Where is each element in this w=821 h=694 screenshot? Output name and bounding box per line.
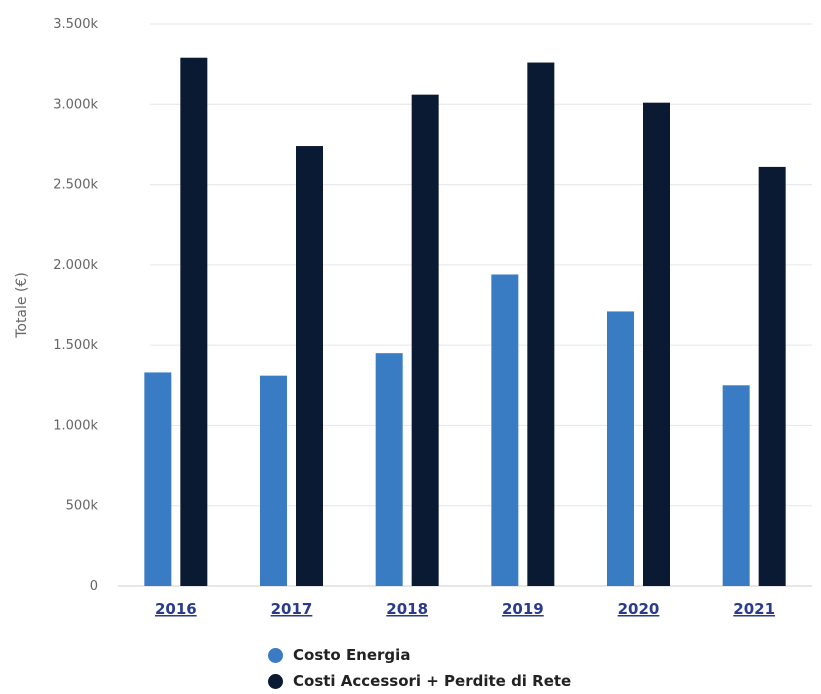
bar-costo-energia-2020[interactable]: [607, 311, 634, 586]
y-tick-label: 0: [90, 579, 98, 594]
y-tick-label: 1.000k: [53, 418, 98, 433]
y-tick-label: 3.000k: [53, 97, 98, 112]
x-tick-label-2019[interactable]: 2019: [502, 600, 544, 618]
bar-costi-accessori-2021[interactable]: [758, 166, 786, 586]
x-tick-label-2018[interactable]: 2018: [386, 600, 428, 618]
x-tick-label-2021[interactable]: 2021: [733, 600, 775, 618]
legend-marker-icon: [268, 647, 283, 663]
y-tick-label: 2.000k: [53, 258, 98, 273]
legend-item-costi-accessori[interactable]: Costi Accessori + Perdite di Rete: [268, 668, 571, 694]
bar-chart: 0 500k 1.000k 1.500k 2.000k 2.500k 3.000k 3.500…: [14, 17, 812, 618]
y-tick-label: 500k: [66, 499, 99, 514]
y-tick-label: 1.500k: [53, 338, 98, 353]
bar-costo-energia-2018[interactable]: [375, 353, 403, 586]
y-axis-title: Totale (€): [14, 272, 30, 339]
bar-costi-accessori-2019[interactable]: [527, 62, 555, 586]
bar-costi-accessori-2018[interactable]: [411, 94, 439, 586]
x-tick-label-2017[interactable]: 2017: [271, 600, 313, 618]
legend: Costo Energia Costi Accessori + Perdite …: [268, 642, 571, 694]
x-tick-label-2016[interactable]: 2016: [155, 600, 197, 618]
bar-costi-accessori-2016[interactable]: [180, 57, 208, 587]
bar-costo-energia-2016[interactable]: [144, 372, 172, 586]
legend-label: Costi Accessori + Perdite di Rete: [293, 672, 572, 690]
bar-costo-energia-2021[interactable]: [722, 385, 750, 586]
bar-costo-energia-2019[interactable]: [491, 274, 519, 586]
x-tick-label-2020[interactable]: 2020: [618, 600, 660, 618]
legend-marker-icon: [268, 673, 283, 689]
bar-costi-accessori-2020[interactable]: [643, 102, 670, 587]
legend-item-costo-energia[interactable]: Costo Energia: [268, 642, 571, 668]
bar-costo-energia-2017[interactable]: [260, 375, 287, 586]
y-tick-label: 3.500k: [53, 17, 98, 32]
y-tick-label: 2.500k: [53, 178, 98, 193]
legend-label: Costo Energia: [293, 646, 411, 664]
bar-costi-accessori-2017[interactable]: [296, 146, 323, 586]
